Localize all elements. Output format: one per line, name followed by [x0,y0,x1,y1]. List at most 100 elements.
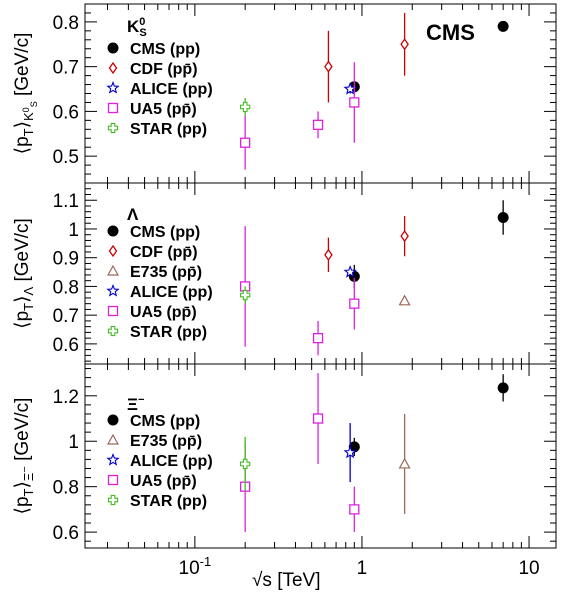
legend-entry: CDF (pp̄) [108,61,198,78]
data-point [398,294,411,306]
data-point [240,137,251,148]
legend-label: CDF (pp̄) [130,244,198,261]
x-axis-title: √s [TeV] [252,570,321,591]
y-tick-label: 1 [68,220,79,241]
legend-label: STAR (pp) [130,324,207,341]
y-axis-title: ⟨pT⟩Ξ− [GeV/c] [12,398,36,515]
data-point [497,382,509,394]
data-point [343,265,357,278]
legend-marker [107,122,119,134]
legend-marker [107,494,119,506]
y-tick-label: 0.5 [53,147,79,168]
y-axis-title: ⟨pT⟩K0S [GeV/c] [12,33,39,155]
y-tick-label: 0.7 [53,58,79,79]
legend-entry: ALICE (pp) [106,81,213,98]
legend-entry: UA5 (pp̄) [107,473,197,490]
data-point [497,211,509,223]
legend-marker [108,244,118,258]
legend-entry: E735 (pp̄) [106,264,202,281]
legend-label: ALICE (pp) [130,284,213,301]
data-point [240,458,251,470]
panel-title: K0 S [127,16,147,39]
y-tick-label: 1 [68,432,79,453]
y-tick-label: 0.8 [53,13,79,34]
data-point [398,457,411,469]
data-point [312,413,324,424]
legend-entry: CDF (pp̄) [108,244,198,261]
data-point [349,97,360,108]
legend-marker [106,264,120,276]
y-tick-label: 0.9 [53,249,79,270]
legend-marker [108,61,118,75]
y-tick-label: 0.6 [53,523,79,544]
panel-frame [84,363,557,549]
legend-marker [106,453,120,466]
data-point [312,119,324,130]
legend-label: UA5 (pp̄) [130,473,197,490]
data-point [324,248,333,261]
y-axis-title: ⟨pT⟩Λ [GeV/c] [12,218,36,329]
y-tick-label: 1.1 [53,191,79,212]
legend-label: E735 (pp̄) [130,433,202,450]
legend-label: STAR (pp) [130,493,207,510]
panels-layer: 0.5 0.6 0.7 0.8 ⟨pT⟩K0S [GeV/c] K0 S CMS (pp) CD… [12,3,557,579]
y-tick-label: 0.6 [53,335,79,356]
panel-xi: 0.6 0.8 1 1.2 ⟨pT⟩Ξ− [GeV/c] Ξ−CMS (pp) E735 (… [12,363,557,549]
legend-marker [107,474,119,486]
legend-label: ALICE (pp) [130,453,213,470]
legend-entry: CMS (pp) [107,41,200,58]
data-point [312,332,324,344]
legend-entry: STAR (pp) [107,493,207,510]
panel-title: Ξ− [127,394,144,414]
x-tick-label: 10-1 [179,554,212,579]
legend-label: ALICE (pp) [130,81,213,98]
data-point [240,101,251,113]
legend-label: E735 (pp̄) [130,264,202,281]
legend-marker [107,414,119,426]
y-tick-label: 1.2 [53,387,79,408]
x-tick-label: 10 [518,558,539,579]
legend-label: STAR (pp) [130,121,207,138]
legend-label: CMS (pp) [130,413,200,430]
x-axis-title-text: √s [TeV] [252,570,321,591]
legend-marker [107,325,119,337]
data-point [349,298,360,309]
legend-marker [106,284,120,297]
legend-label: UA5 (pp̄) [130,304,197,321]
data-point [343,445,357,459]
legend-marker [106,433,120,445]
x-tick-label: 1 [357,558,368,579]
legend-marker [107,102,119,114]
data-point [324,60,333,73]
brand-label: CMS [426,20,475,45]
y-tick-label: 0.7 [53,306,79,327]
legend-entry: UA5 (pp̄) [107,101,197,118]
y-tick-label: 0.8 [53,277,79,298]
panel-kshort: 0.5 0.6 0.7 0.8 ⟨pT⟩K0S [GeV/c] K0 S CMS (pp) CD… [12,3,557,184]
legend-entry: CMS (pp) [107,224,200,241]
legend-marker [106,81,120,94]
legend-entry: STAR (pp) [107,121,207,138]
data-point [349,504,360,515]
legend-entry: E735 (pp̄) [106,433,202,450]
data-point [497,20,509,32]
legend-label: CMS (pp) [130,224,200,241]
data-point [240,289,251,301]
legend-label: CMS (pp) [130,41,200,58]
legend-marker [107,225,119,237]
y-tick-label: 0.6 [53,102,79,123]
legend-entry: STAR (pp) [107,324,207,341]
legend-entry: ALICE (pp) [106,453,213,470]
legend-entry: ALICE (pp) [106,284,213,301]
data-point [400,38,409,51]
legend-entry: CMS (pp) [107,413,200,430]
data-point [400,230,409,243]
legend-entry: UA5 (pp̄) [107,304,197,321]
legend-marker [107,305,119,317]
legend-label: CDF (pp̄) [130,61,198,78]
legend-marker [107,42,119,54]
panel-title: Λ [127,205,139,224]
legend-label: UA5 (pp̄) [130,101,197,118]
